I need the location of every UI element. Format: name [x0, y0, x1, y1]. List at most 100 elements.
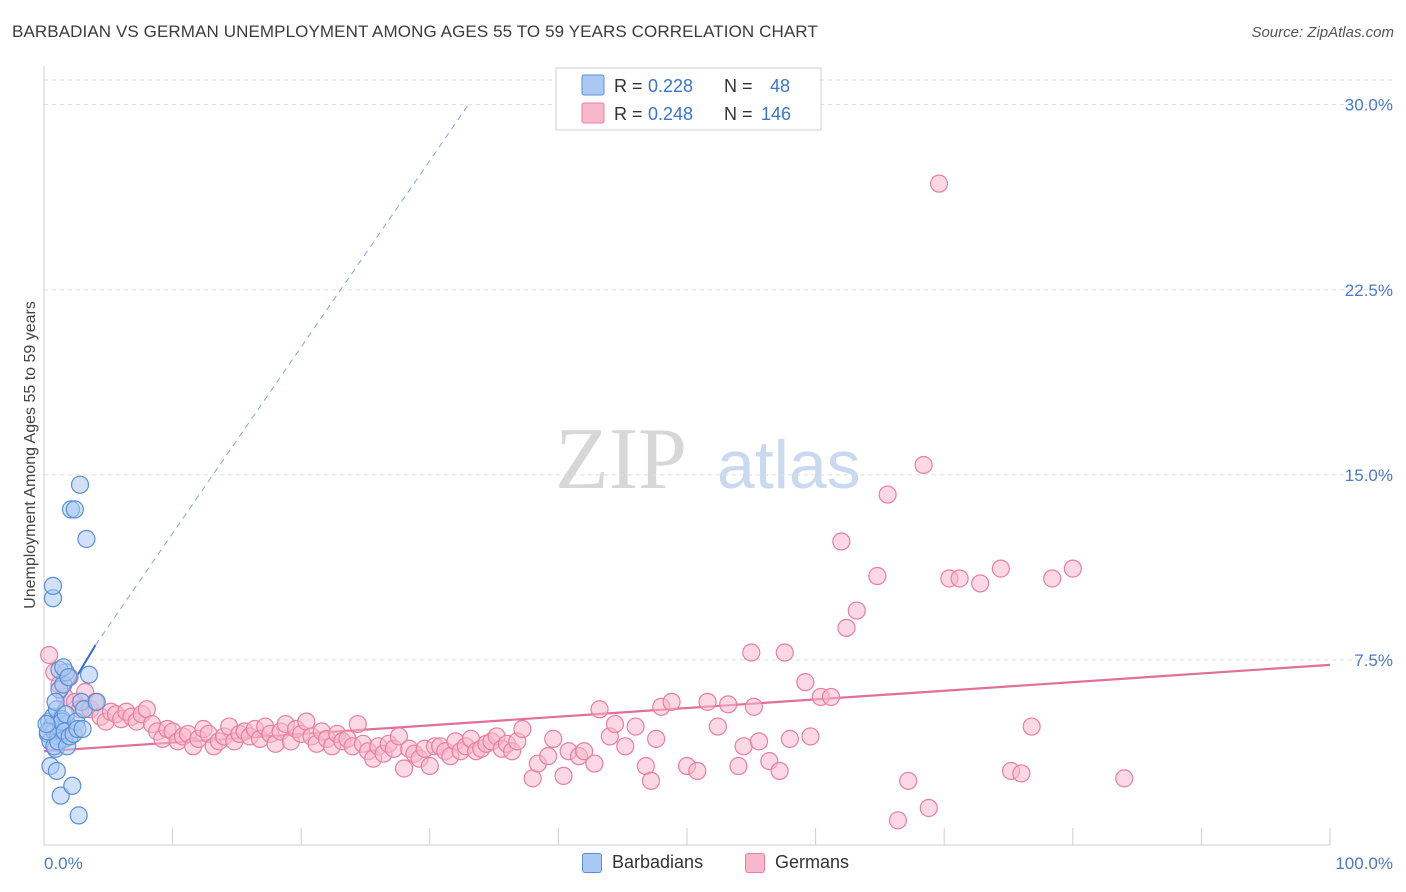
barbadian-point: [73, 719, 92, 739]
german-point: [389, 727, 409, 746]
y-axis-label: Unemployment Among Ages 55 to 59 years: [22, 301, 39, 609]
german-point: [801, 727, 820, 746]
bottom-legend-label-germans: Germans: [775, 852, 850, 872]
german-point: [770, 761, 789, 781]
barbadian-point: [87, 692, 106, 711]
source-label: Source: ZipAtlas.com: [1251, 24, 1394, 41]
german-point: [554, 766, 573, 786]
german-point: [513, 719, 532, 739]
trend-lines: [43, 104, 1331, 753]
barbadian-point: [43, 576, 63, 595]
barbadian-point: [63, 776, 82, 795]
legend-swatch-barbadian: [581, 74, 605, 96]
german-point: [796, 673, 815, 692]
barbadian-point: [70, 475, 90, 494]
barbadian-point: [65, 500, 84, 519]
german-point: [888, 811, 908, 830]
german-point: [734, 737, 753, 756]
german-point: [1063, 559, 1082, 578]
bottom-legend-swatch-germans: [745, 852, 765, 873]
german-point: [744, 697, 763, 716]
watermark: ZIP atlas: [555, 411, 861, 508]
gridlines: [44, 79, 1392, 661]
german-point: [544, 729, 563, 748]
german-point: [742, 643, 761, 662]
german-point: [1012, 764, 1031, 783]
german-point: [991, 559, 1010, 578]
german-point: [837, 618, 856, 637]
y-tick-label: 30.0%: [1345, 96, 1393, 115]
legend-r-value-1: 0.228: [648, 76, 693, 96]
y-tick-label: 7.5%: [1354, 651, 1393, 670]
bottom-legend: Barbadians Germans: [0, 852, 1406, 878]
watermark-atlas: atlas: [717, 427, 861, 503]
german-point: [698, 692, 717, 711]
legend-n-value-1: 48: [770, 76, 790, 96]
german-point: [847, 601, 866, 620]
german-point: [719, 695, 738, 714]
german-point: [1115, 769, 1134, 788]
german-point: [616, 737, 635, 756]
barbadian-point: [79, 665, 99, 684]
german-point: [832, 532, 851, 551]
x-tick-label-max: 100.0%: [1335, 854, 1393, 873]
german-point: [971, 574, 990, 593]
german-point: [605, 714, 625, 734]
watermark-zip: ZIP: [555, 411, 687, 508]
barbadian-point: [51, 786, 70, 805]
legend-r-label-1: R =: [614, 76, 643, 96]
german-point: [729, 756, 748, 776]
legend-n-label-2: N =: [724, 104, 753, 124]
barbadian-point: [47, 761, 66, 781]
legend-r-value-2: 0.248: [648, 104, 693, 124]
german-point: [394, 759, 414, 778]
german-point: [878, 485, 897, 504]
bottom-legend-swatch-barbadians: [582, 852, 602, 873]
german-point: [919, 798, 938, 818]
german-point: [585, 754, 604, 773]
german-point: [775, 643, 794, 662]
chart-title: BARBADIAN VS GERMAN UNEMPLOYMENT AMONG A…: [12, 22, 818, 41]
bottom-legend-germans: Germans: [745, 852, 849, 873]
legend-swatch-german: [581, 102, 605, 124]
german-point: [914, 455, 933, 475]
german-point: [749, 732, 769, 751]
x-tick-labels: 0.0% 100.0%: [44, 854, 1393, 873]
german-points: [40, 174, 1134, 830]
barbadian-point: [46, 692, 65, 711]
barbadian-points: [37, 475, 106, 825]
barbadian-point: [77, 529, 96, 549]
german-point: [348, 714, 367, 734]
german-point: [590, 700, 609, 719]
german-point: [868, 566, 887, 586]
x-tick-label-min: 0.0%: [44, 854, 83, 873]
barbadian-point: [69, 806, 88, 825]
german-point: [929, 174, 949, 193]
legend-r-label-2: R =: [614, 104, 643, 124]
german-point: [821, 687, 841, 707]
german-point: [420, 756, 439, 776]
german-point: [780, 729, 799, 748]
german-point: [641, 771, 661, 790]
german-point: [688, 761, 707, 781]
bottom-legend-barbadians: Barbadians: [582, 852, 703, 873]
german-point: [1043, 569, 1062, 588]
y-tick-label: 15.0%: [1345, 466, 1393, 485]
barbadian-trend-extension: [95, 104, 469, 646]
german-point: [575, 742, 594, 761]
legend-n-label-1: N =: [724, 76, 753, 96]
german-point: [1022, 717, 1041, 736]
german-point: [662, 692, 681, 711]
legend-n-value-2: 146: [761, 104, 791, 124]
german-point: [647, 729, 666, 748]
stats-legend: R = 0.228 N = 48 R = 0.248 N = 146: [555, 67, 822, 131]
y-tick-label: 22.5%: [1345, 281, 1393, 300]
german-point: [626, 717, 645, 736]
german-point: [950, 569, 969, 588]
german-point: [899, 771, 918, 790]
barbadian-point: [37, 714, 56, 734]
barbadian-point: [59, 668, 78, 687]
german-point: [539, 747, 558, 766]
german-point: [40, 645, 59, 665]
